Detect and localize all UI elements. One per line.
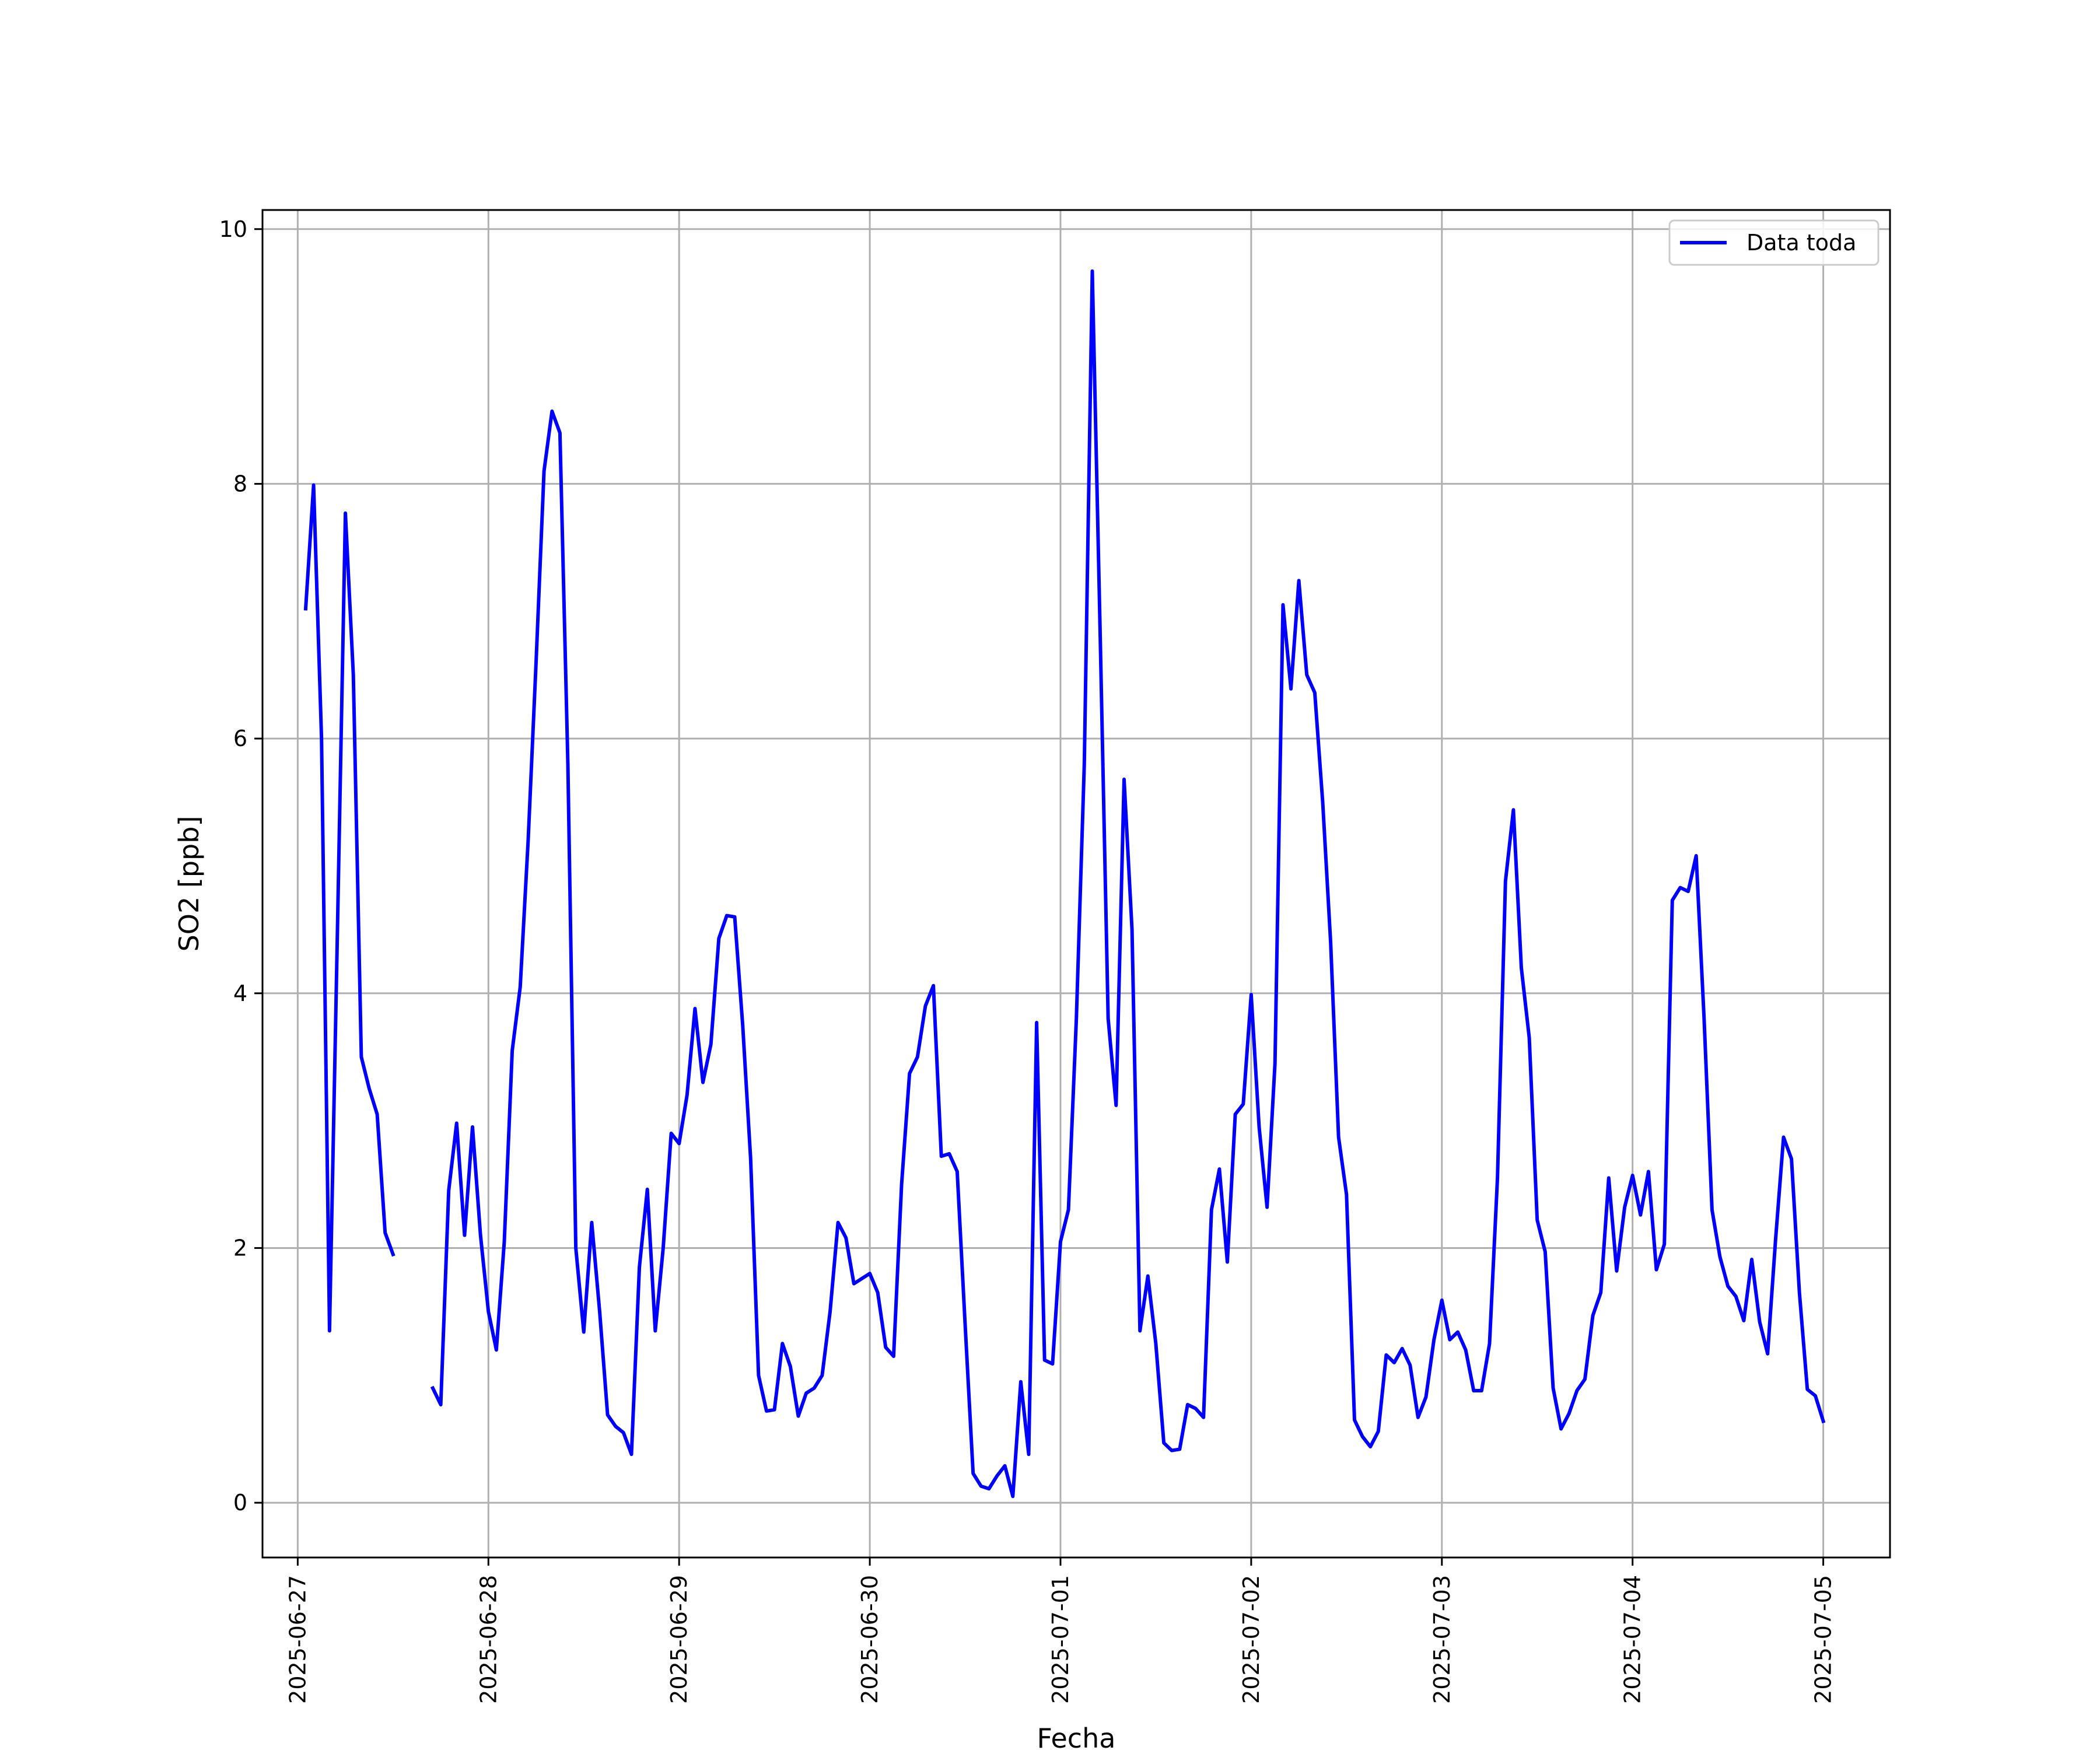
y-tick-label: 4 [233,981,247,1006]
grid-lines [262,210,1890,1558]
y-tick-label: 0 [233,1490,247,1516]
y-tick-label: 10 [219,216,247,242]
legend: Data toda [1668,219,1880,266]
series-lines [303,269,1826,1499]
y-tick-label: 8 [233,471,247,496]
x-tick-label: 2025-07-02 [1238,1575,1264,1704]
y-axis-ticks: 0 2 4 6 8 10 [219,216,262,1516]
y-axis-label: SO2 [ppb] [173,816,205,952]
x-tick-label: 2025-07-03 [1429,1575,1455,1704]
series-line-data-toda [430,269,1826,1499]
x-tick-label: 2025-06-29 [666,1575,692,1704]
x-tick-label: 2025-06-30 [857,1575,883,1704]
x-axis-label: Fecha [1037,1723,1116,1750]
y-tick-label: 6 [233,726,247,751]
plot-area-frame [261,209,1891,1559]
legend-label: Data toda [1746,230,1856,256]
x-tick-label: 2025-06-27 [285,1575,310,1704]
series-line-data-toda [303,483,396,1333]
x-tick-label: 2025-06-28 [475,1575,501,1704]
x-tick-label: 2025-07-01 [1048,1575,1073,1704]
legend-box [1668,219,1880,266]
x-tick-label: 2025-07-05 [1811,1575,1836,1704]
y-tick-label: 2 [233,1235,247,1261]
x-axis-ticks: 2025-06-27 2025-06-28 2025-06-29 2025-06-30… [285,1558,1836,1704]
x-tick-label: 2025-07-04 [1620,1575,1646,1704]
